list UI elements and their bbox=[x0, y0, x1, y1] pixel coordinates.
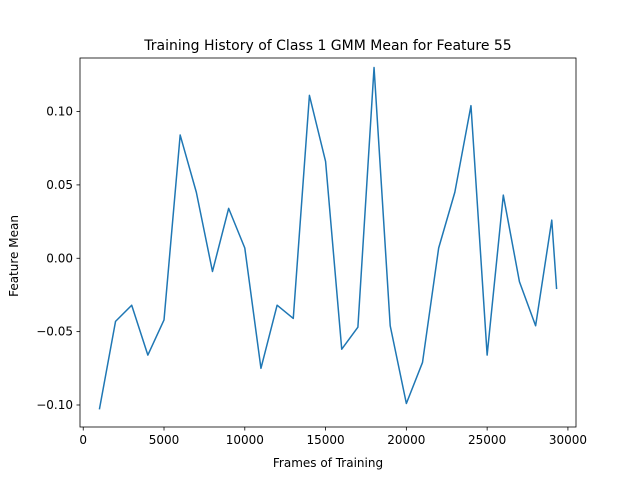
x-axis-label: Frames of Training bbox=[273, 456, 383, 470]
y-tick-label: 0.00 bbox=[46, 251, 73, 265]
y-axis: −0.10 −0.05 0.00 0.05 0.10 bbox=[36, 105, 80, 412]
x-tick-label: 10000 bbox=[226, 433, 264, 447]
y-tick-label: −0.10 bbox=[36, 398, 73, 412]
y-tick-label: −0.05 bbox=[36, 325, 73, 339]
y-axis-label: Feature Mean bbox=[7, 215, 21, 297]
axes-frame bbox=[79, 57, 577, 428]
x-tick-label: 20000 bbox=[387, 433, 425, 447]
x-tick-label: 30000 bbox=[549, 433, 587, 447]
chart-title: Training History of Class 1 GMM Mean for… bbox=[143, 38, 511, 54]
x-tick-label: 5000 bbox=[149, 433, 180, 447]
series-line-1 bbox=[98, 66, 558, 410]
x-tick-label: 0 bbox=[79, 433, 87, 447]
x-tick-label: 25000 bbox=[468, 433, 506, 447]
x-axis: 0 5000 10000 15000 20000 25000 30000 bbox=[79, 427, 587, 447]
x-tick-label: 15000 bbox=[306, 433, 344, 447]
plot-area bbox=[98, 66, 558, 410]
y-tick-label: 0.05 bbox=[46, 178, 73, 192]
y-tick-label: 0.10 bbox=[46, 105, 73, 119]
